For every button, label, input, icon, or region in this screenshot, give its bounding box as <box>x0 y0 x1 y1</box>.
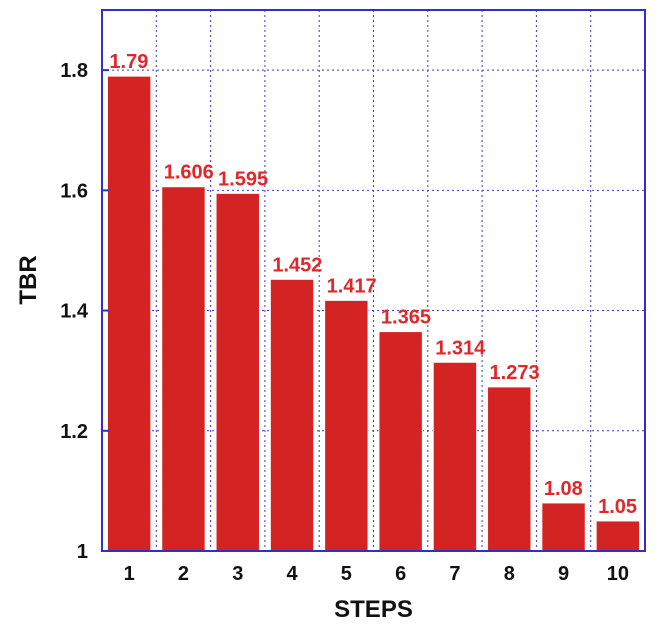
data-label-step-8: 1.273 <box>490 362 540 384</box>
bar-step-3 <box>215 192 260 552</box>
bar-step-10 <box>595 520 641 552</box>
y-tick-label: 1 <box>77 541 88 563</box>
y-tick-label: 1.8 <box>60 60 88 82</box>
bar-step-4 <box>269 278 315 552</box>
x-tick-label: 8 <box>504 563 515 585</box>
x-tick-label: 7 <box>449 563 460 585</box>
x-axis-ticks: 1 2 3 4 5 6 7 8 9 10 <box>124 563 629 585</box>
x-tick-label: 4 <box>286 563 298 585</box>
data-label-step-4: 1.452 <box>272 254 322 276</box>
bar-step-8 <box>487 386 532 552</box>
x-tick-label: 2 <box>178 563 189 585</box>
x-tick-label: 5 <box>341 563 352 585</box>
y-tick-label: 1.2 <box>60 421 88 443</box>
x-tick-label: 6 <box>395 563 406 585</box>
bar-step-1 <box>106 75 152 552</box>
data-label-step-9: 1.08 <box>544 478 583 500</box>
data-label-step-3: 1.595 <box>218 168 268 190</box>
data-label-step-2: 1.606 <box>164 162 214 184</box>
bars <box>106 75 641 552</box>
bar-step-7 <box>432 361 478 552</box>
x-tick-label: 9 <box>558 563 569 585</box>
y-tick-label: 1.4 <box>60 301 89 323</box>
data-label-step-10: 1.05 <box>598 496 637 518</box>
bar-step-2 <box>161 186 206 552</box>
bar-step-6 <box>378 331 423 552</box>
bar-step-9 <box>541 502 586 552</box>
x-tick-label: 3 <box>232 563 243 585</box>
data-label-step-1: 1.79 <box>109 51 148 73</box>
x-tick-label: 1 <box>124 563 135 585</box>
y-tick-label: 1.6 <box>60 180 88 202</box>
y-axis-title: TBR <box>15 255 42 304</box>
data-label-step-6: 1.365 <box>381 307 431 329</box>
plot-frame <box>101 9 646 552</box>
data-label-step-7: 1.314 <box>435 337 486 359</box>
y-axis-ticks: 1 1.2 1.4 1.6 1.8 <box>60 60 109 563</box>
x-axis-title: STEPS <box>334 596 413 623</box>
data-label-step-5: 1.417 <box>327 275 377 297</box>
x-tick-label: 10 <box>607 563 629 585</box>
bar-step-5 <box>324 299 369 552</box>
